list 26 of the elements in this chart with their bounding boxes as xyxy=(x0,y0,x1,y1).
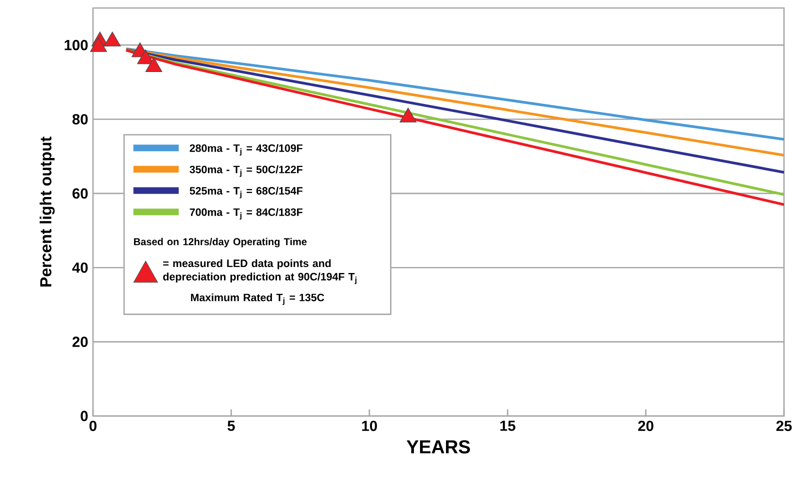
legend-label: 525ma - T$_{j}$ = 68C/154F xyxy=(190,186,302,198)
annotation: Based on 12hrs/day Operating Time xyxy=(134,238,307,248)
point xyxy=(104,32,121,46)
legend-label: 280ma - T$_{j}$ = 43C/109F xyxy=(190,144,302,156)
y-tick-label: 80 xyxy=(72,114,88,124)
y-tick-label: 60 xyxy=(72,188,88,199)
x-tick-label: 0 xyxy=(90,420,96,432)
point xyxy=(400,108,417,122)
annotation: Maximum Rated T$_{j}$ = 135C xyxy=(191,293,324,305)
point xyxy=(90,37,107,52)
y-tick-label: 0 xyxy=(80,410,88,422)
legend-label: 350ma - T$_{j}$ = 50C/122F xyxy=(190,165,302,177)
y-tick-label: 20 xyxy=(72,336,88,347)
x-axis-title: YEARS xyxy=(406,440,470,454)
y-tick-label: 100 xyxy=(64,40,88,50)
y-axis-title: Percent light output xyxy=(40,136,55,286)
x-tick-label: 20 xyxy=(638,420,654,432)
y-tick-label: 40 xyxy=(72,262,88,273)
x-tick-label: 15 xyxy=(500,420,516,431)
point xyxy=(137,50,154,64)
x-tick-label: 25 xyxy=(776,420,792,432)
point xyxy=(145,57,162,72)
x-tick-label: 10 xyxy=(362,420,377,432)
legend-label: 700ma - T$_{j}$ = 84C/183F xyxy=(190,208,302,220)
x-tick-label: 5 xyxy=(228,420,235,431)
legend-label: = measured LED data points and depreciation prediction at 90C/194F T$_{j}$ xyxy=(163,259,356,284)
